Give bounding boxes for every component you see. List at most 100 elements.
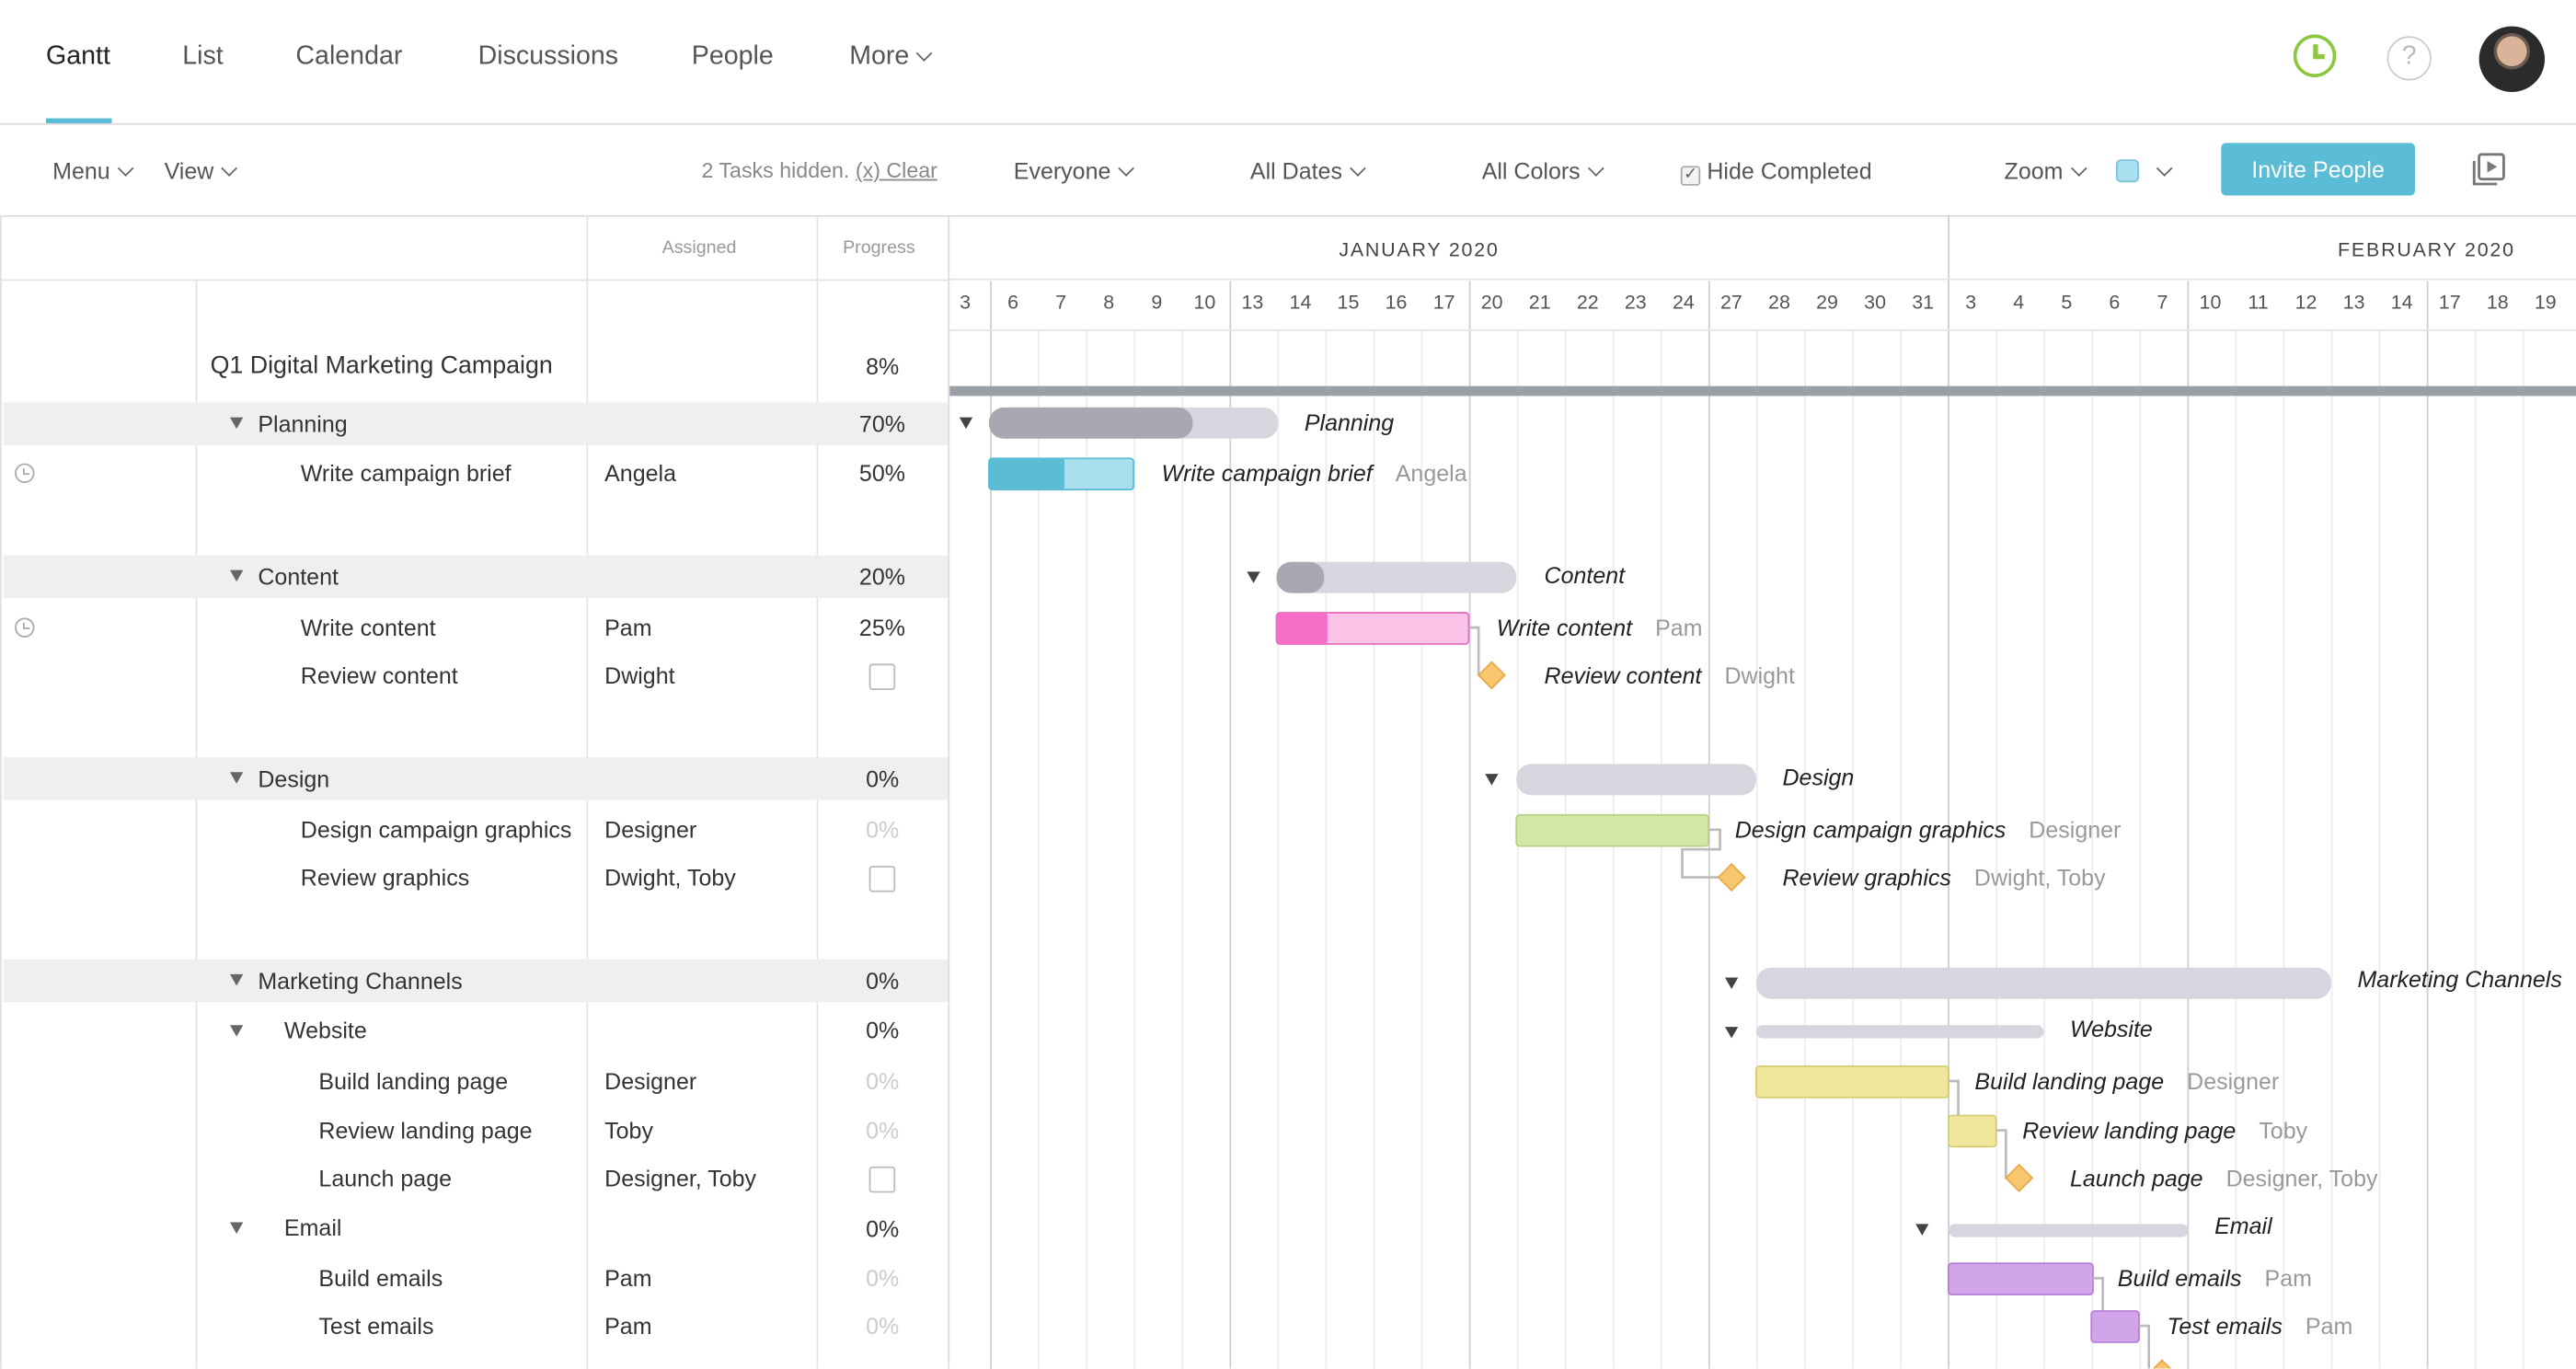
presentation-mode-icon[interactable]	[2472, 153, 2505, 186]
group-name[interactable]: Website	[283, 1017, 367, 1043]
color-swatch-dropdown[interactable]	[2149, 157, 2173, 184]
group-progress: 0%	[866, 765, 900, 792]
group-progress-bar[interactable]	[988, 407, 1193, 439]
milestone-name[interactable]: Launch page	[318, 1165, 453, 1191]
color-swatch[interactable]	[2115, 159, 2139, 183]
task-bar[interactable]	[1755, 1065, 1949, 1099]
collapse-triangle-icon[interactable]	[1247, 571, 1260, 583]
menu-dropdown[interactable]: Menu	[52, 157, 134, 184]
group-bar[interactable]	[1948, 1224, 2189, 1237]
milestone-diamond[interactable]	[1477, 661, 1506, 690]
tab-gantt[interactable]: Gantt	[45, 42, 110, 71]
group-bar[interactable]	[1276, 561, 1517, 593]
task-assigned[interactable]: Pam	[604, 1264, 652, 1292]
milestone-assigned[interactable]: Dwight, Toby	[604, 864, 736, 891]
collapse-triangle-icon[interactable]	[229, 772, 244, 784]
task-progress[interactable]: 0%	[866, 1312, 900, 1340]
dates-filter[interactable]: All Dates	[1250, 157, 1366, 184]
everyone-filter[interactable]: Everyone	[1014, 157, 1135, 184]
time-tracking-clock-icon[interactable]	[2293, 34, 2337, 77]
project-summary-bar[interactable]	[949, 385, 2576, 397]
task-progress-bar[interactable]	[1276, 613, 1328, 644]
milestone-name[interactable]: Review content	[300, 661, 458, 689]
collapse-triangle-icon[interactable]	[1724, 977, 1739, 989]
milestone-checkbox[interactable]	[868, 1166, 896, 1193]
milestone-assigned[interactable]: Dwight	[604, 661, 675, 689]
hide-completed-toggle[interactable]: ✓ Hide Completed	[1680, 157, 1872, 186]
group-name[interactable]: Content	[258, 563, 339, 591]
help-icon[interactable]: ?	[2386, 36, 2432, 81]
day-header: 17	[1432, 291, 1455, 315]
task-name[interactable]: Write content	[300, 614, 436, 641]
task-progress-bar[interactable]	[988, 458, 1065, 490]
tab-discussions[interactable]: Discussions	[477, 42, 619, 71]
group-name[interactable]: Design	[258, 765, 330, 792]
clock-icon[interactable]	[15, 617, 35, 638]
tab-people[interactable]: People	[691, 42, 774, 71]
milestone-diamond[interactable]	[1717, 863, 1746, 892]
group-bar[interactable]	[1516, 764, 1756, 796]
task-name[interactable]: Build landing page	[318, 1067, 509, 1095]
view-dropdown[interactable]: View	[165, 157, 238, 184]
checkbox-checked-icon[interactable]: ✓	[1680, 166, 1701, 186]
task-table: Assigned Progress Q1 Digital Marketing C…	[0, 214, 950, 1369]
collapse-triangle-icon[interactable]	[229, 569, 244, 582]
group-bar[interactable]	[1755, 967, 2331, 999]
task-assigned[interactable]: Pam	[604, 1312, 652, 1340]
collapse-triangle-icon[interactable]	[229, 1025, 244, 1037]
task-name[interactable]: Review landing page	[318, 1117, 533, 1144]
task-progress[interactable]: 0%	[866, 1067, 900, 1095]
task-name[interactable]: Test emails	[318, 1312, 434, 1340]
clear-filter-link[interactable]: (x) Clear	[855, 157, 937, 183]
group-name[interactable]: Planning	[258, 410, 348, 437]
group-bar[interactable]	[1755, 1025, 2044, 1039]
task-progress[interactable]: 0%	[866, 1117, 900, 1144]
task-progress[interactable]: 50%	[858, 459, 905, 487]
milestone-name[interactable]: Review graphics	[300, 864, 470, 891]
task-progress[interactable]: 0%	[866, 816, 900, 844]
group-name[interactable]: Marketing Channels	[258, 967, 463, 995]
task-assigned[interactable]: Designer	[604, 816, 697, 844]
milestone-checkbox[interactable]	[868, 866, 896, 892]
task-bar[interactable]	[1515, 813, 1710, 847]
task-assigned[interactable]: Pam	[604, 614, 652, 641]
task-name[interactable]: Design campaign graphics	[300, 816, 572, 844]
tab-more-label: More	[849, 42, 910, 71]
task-assigned[interactable]: Designer	[604, 1067, 697, 1095]
task-assigned[interactable]: Toby	[604, 1117, 653, 1144]
collapse-triangle-icon[interactable]	[1485, 774, 1499, 786]
milestone-checkbox[interactable]	[868, 663, 896, 690]
group-progress-bar[interactable]	[1276, 561, 1325, 593]
clock-icon[interactable]	[15, 463, 35, 483]
task-name[interactable]: Write campaign brief	[300, 459, 512, 487]
collapse-triangle-icon[interactable]	[229, 973, 244, 986]
task-bar[interactable]	[1947, 1262, 2094, 1296]
chevron-down-icon	[916, 45, 934, 62]
task-name[interactable]: Build emails	[318, 1264, 443, 1292]
task-assigned[interactable]: Angela	[604, 459, 676, 487]
collapse-triangle-icon[interactable]	[1915, 1224, 1929, 1236]
collapse-triangle-icon[interactable]	[229, 1222, 244, 1235]
day-header: 31	[1912, 291, 1935, 315]
user-avatar[interactable]	[2478, 26, 2546, 92]
day-header: 7	[1055, 291, 1067, 315]
milestone-diamond[interactable]	[2149, 1359, 2176, 1369]
collapse-triangle-icon[interactable]	[229, 417, 244, 430]
task-bar[interactable]	[2090, 1310, 2140, 1343]
day-header: 10	[2199, 291, 2222, 315]
task-progress[interactable]: 25%	[858, 614, 905, 641]
milestone-diamond[interactable]	[2005, 1163, 2034, 1192]
zoom-dropdown[interactable]: Zoom	[2005, 157, 2087, 184]
tab-calendar[interactable]: Calendar	[295, 42, 403, 71]
task-progress[interactable]: 0%	[866, 1264, 900, 1292]
tab-list[interactable]: List	[182, 42, 224, 71]
tab-more[interactable]: More	[849, 42, 934, 72]
task-bar[interactable]	[1947, 1114, 1997, 1148]
group-name[interactable]: Email	[283, 1214, 342, 1241]
collapse-triangle-icon[interactable]	[959, 417, 973, 430]
milestone-assigned[interactable]: Designer, Toby	[604, 1165, 757, 1191]
invite-people-button[interactable]: Invite People	[2221, 143, 2415, 196]
project-name[interactable]: Q1 Digital Marketing Campaign	[210, 351, 553, 380]
collapse-triangle-icon[interactable]	[1724, 1027, 1739, 1039]
colors-filter[interactable]: All Colors	[1482, 157, 1604, 184]
